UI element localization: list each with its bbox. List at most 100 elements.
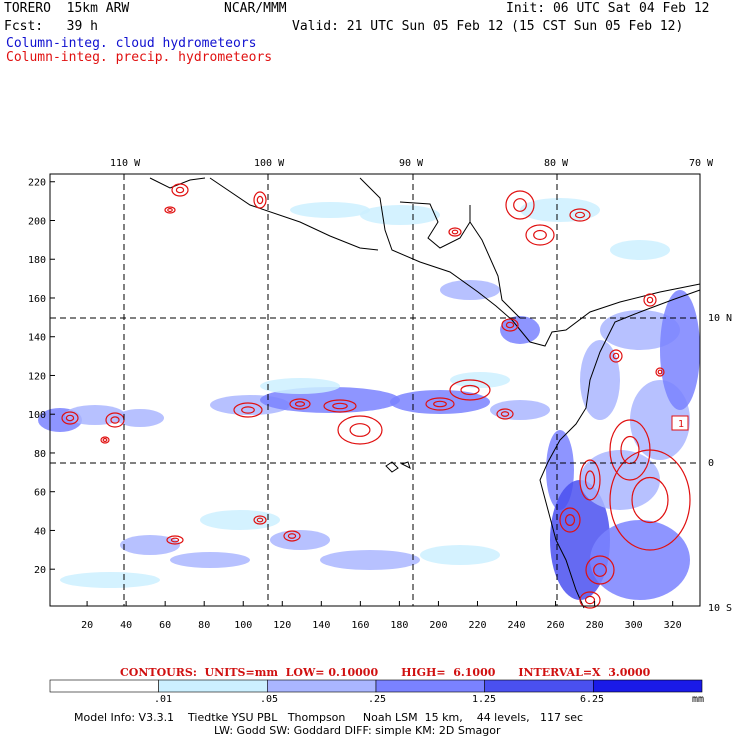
bottom-tick-label: 80 — [198, 620, 210, 631]
precip-contour — [449, 379, 491, 401]
coastlines — [149, 177, 701, 609]
precip-contour — [579, 591, 601, 609]
precip-contour — [525, 224, 555, 246]
cloud-blob — [520, 198, 600, 222]
cloud-blob — [60, 572, 160, 588]
cloud-blob — [200, 510, 280, 530]
precip-contour-inner — [513, 198, 527, 212]
precip-contour — [425, 397, 455, 411]
cbar-label-025: .25 — [368, 694, 387, 705]
org-label: NCAR/MMM — [224, 1, 287, 16]
left-tick-label: 80 — [34, 449, 46, 460]
cloud-blob — [290, 202, 370, 218]
cloud-blob — [360, 205, 440, 225]
precip-contour — [283, 530, 301, 542]
precip-contour-inner — [631, 476, 669, 524]
bottom-tick-label: 60 — [159, 620, 171, 631]
precip-contour — [337, 415, 383, 445]
precip-contour — [323, 399, 357, 413]
bottom-tick-label: 240 — [507, 620, 525, 631]
cloud-blob — [490, 400, 550, 420]
precip-contour — [609, 349, 623, 363]
cloud-blob — [450, 372, 510, 388]
precip-contour-inner — [584, 595, 596, 605]
left-tick-label: 140 — [28, 333, 46, 344]
precip-contour — [505, 190, 535, 220]
lon-label-100w: 100 W — [254, 158, 285, 169]
precip-contour — [253, 515, 267, 525]
precip-contour-inner — [287, 533, 297, 539]
precip-contour-inner — [612, 352, 620, 360]
model-title: TORERO 15km ARW — [4, 1, 130, 16]
left-tick-label: 20 — [34, 565, 46, 576]
cloud-blob — [260, 378, 340, 394]
lon-label-90w: 90 W — [399, 158, 424, 169]
precip-contour-inner — [451, 229, 459, 235]
coastline-mexico — [209, 177, 379, 251]
precip-contour-inner — [584, 470, 596, 490]
bottom-tick-label: 260 — [547, 620, 565, 631]
precip-contour — [501, 318, 519, 332]
precip-contour-inner — [349, 423, 371, 437]
precip-contour — [559, 507, 581, 533]
precip-contour — [579, 459, 601, 501]
colorbar-segment — [267, 679, 377, 693]
precip-contour — [164, 206, 176, 214]
plot-frame — [49, 173, 701, 607]
valid-time: Valid: 21 UTC Sun 05 Feb 12 (15 CST Sun … — [292, 19, 684, 34]
precip-contour-inner — [241, 406, 255, 414]
precip-contour — [655, 367, 665, 377]
left-tick-label: 60 — [34, 488, 46, 499]
left-ticks: 220 200 180 160 140 120 100 80 60 40 20 — [28, 178, 55, 576]
precip-contour-inner — [646, 296, 654, 304]
cloud-blob — [270, 530, 330, 550]
colorbar-segment — [375, 679, 485, 693]
bottom-tick-label: 320 — [664, 620, 682, 631]
left-tick-label: 100 — [28, 410, 46, 421]
cloud-blob — [590, 520, 690, 600]
cloud-hydrometeor-fill — [38, 198, 700, 600]
precip-contour — [166, 535, 184, 545]
precip-contour-inner — [657, 369, 663, 375]
bottom-tick-label: 140 — [312, 620, 330, 631]
coastline-caribbean — [469, 221, 521, 319]
coastline-south-america — [539, 289, 701, 609]
cloud-blob — [580, 450, 660, 510]
bottom-tick-label: 280 — [586, 620, 604, 631]
colorbar — [49, 679, 703, 693]
cloud-blob — [580, 340, 620, 420]
lat-label-10n: 10 N — [708, 313, 733, 324]
precip-contour-inner — [500, 411, 510, 417]
precip-contour — [100, 436, 110, 444]
left-tick-label: 40 — [34, 526, 46, 537]
footer-model-info: Model Info: V3.3.1 Tiedtke YSU PBL Thomp… — [74, 711, 584, 724]
precip-hydrometeor-contours — [61, 183, 691, 609]
precip-contour — [61, 411, 79, 425]
precip-contour-inner — [433, 400, 447, 408]
bottom-tick-label: 160 — [351, 620, 369, 631]
precip-contour-inner — [505, 321, 515, 329]
left-tick-label: 120 — [28, 371, 46, 382]
bottom-tick-label: 100 — [234, 620, 252, 631]
forecast-hour: Fcst: 39 h — [4, 19, 98, 34]
bottom-tick-label: 40 — [120, 620, 132, 631]
left-tick-label: 200 — [28, 216, 46, 227]
bottom-tick-label: 20 — [81, 620, 93, 631]
init-time: Init: 06 UTC Sat 04 Feb 12 — [506, 1, 710, 16]
cloud-blob — [610, 240, 670, 260]
lon-label-80w: 80 W — [544, 158, 569, 169]
precip-contour — [496, 408, 514, 420]
precip-contour — [448, 227, 462, 237]
precip-contour — [171, 183, 189, 197]
colorbar-segment — [49, 679, 159, 693]
precip-contour-inner — [256, 195, 264, 205]
precip-contour-inner — [102, 437, 108, 443]
bottom-tick-label: 120 — [273, 620, 291, 631]
lat-label-10s: 10 S — [708, 603, 733, 614]
footer-physics: LW: Godd SW: Goddard DIFF: simple KM: 2D… — [214, 724, 501, 737]
left-tick-label: 160 — [28, 294, 46, 305]
cbar-label-005: .05 — [260, 694, 279, 705]
cbar-label-625: 6.25 — [580, 694, 605, 705]
cloud-blob — [65, 405, 125, 425]
precip-contour-inner — [564, 513, 576, 526]
